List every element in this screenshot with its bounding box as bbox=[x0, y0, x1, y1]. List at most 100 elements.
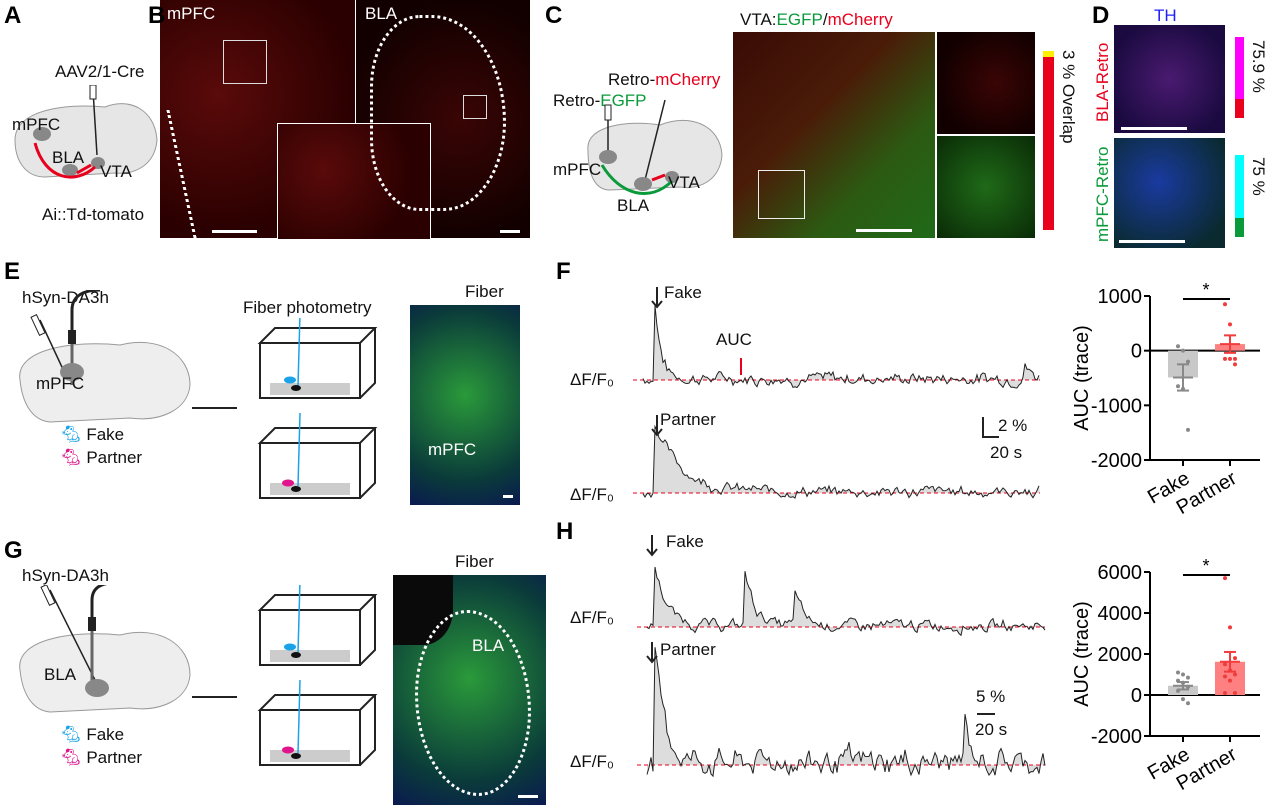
arena-diagram bbox=[257, 318, 378, 499]
region-label-vta: VTA bbox=[668, 173, 700, 192]
brain-diagram-a bbox=[14, 85, 158, 179]
data-point bbox=[1186, 675, 1190, 680]
data-point bbox=[1176, 384, 1180, 389]
y-tick-label: 4000 bbox=[1098, 603, 1143, 625]
scale-bar bbox=[1119, 240, 1185, 243]
scale-bar bbox=[503, 495, 513, 498]
data-point bbox=[1181, 672, 1185, 677]
traces-h bbox=[637, 535, 1046, 778]
y-axis-label: AUC (trace) bbox=[1071, 601, 1093, 707]
pct-bar-red bbox=[1235, 99, 1244, 118]
y-tick-label: 6000 bbox=[1098, 562, 1143, 584]
region-label-bla: BLA bbox=[44, 665, 77, 684]
ylabel-dff: ΔF/F₀ bbox=[570, 608, 614, 627]
mouse-icon-partner: 🐁︎ bbox=[60, 748, 82, 767]
auc-label: AUC bbox=[716, 330, 752, 349]
region-label-mpfc: mPFC bbox=[12, 115, 61, 134]
arrow-down-icon bbox=[646, 535, 658, 557]
ylabel-dff: ΔF/F₀ bbox=[570, 752, 614, 771]
data-point bbox=[1223, 662, 1227, 667]
region-label: BLA bbox=[365, 4, 398, 23]
data-point bbox=[1181, 697, 1185, 702]
micrograph-bla-retro bbox=[1114, 25, 1225, 133]
micrograph-mpfc-fiber bbox=[410, 305, 520, 505]
mpfc-pct: 75 % bbox=[1249, 157, 1268, 196]
partner-trace bbox=[646, 647, 1046, 778]
brain-implant-diagram bbox=[19, 585, 191, 713]
trace-label-fake: Fake bbox=[664, 283, 702, 302]
panel-label-d: D bbox=[1092, 2, 1110, 29]
data-point bbox=[1223, 576, 1227, 581]
fiber-label: Fiber bbox=[455, 552, 494, 571]
mpfc-retro-label: mPFC-Retro bbox=[1093, 146, 1112, 242]
ylabel-dff: ΔF/F₀ bbox=[570, 370, 614, 389]
data-point bbox=[1233, 672, 1237, 677]
scale-y-label: 5 % bbox=[976, 687, 1006, 706]
fiber-label: Fiber bbox=[465, 282, 504, 301]
data-point bbox=[1181, 386, 1185, 391]
y-tick-label: -2000 bbox=[1091, 450, 1142, 472]
inset-box bbox=[758, 170, 805, 219]
arrow-down-icon bbox=[651, 415, 663, 437]
panel-label-h: H bbox=[556, 518, 574, 545]
significance-label: * bbox=[1202, 280, 1209, 300]
region-label-bla: BLA bbox=[52, 148, 85, 167]
projection-arrow bbox=[33, 142, 97, 179]
legend-partner: 🐁︎ Partner bbox=[60, 748, 143, 767]
legend-partner: 🐁︎ Partner bbox=[60, 448, 143, 467]
panel-label-b: B bbox=[148, 2, 166, 29]
arrow-down-icon bbox=[646, 642, 658, 664]
pct-bar-magenta bbox=[1235, 37, 1244, 99]
data-point bbox=[1176, 670, 1180, 675]
data-point bbox=[1176, 678, 1180, 683]
overlap-bar-red bbox=[1043, 57, 1054, 230]
partner-trace-fill bbox=[647, 647, 1045, 777]
fake-trace bbox=[646, 566, 1046, 637]
region-outline bbox=[415, 610, 531, 796]
y-tick-label: 1000 bbox=[1098, 286, 1143, 308]
traces-f bbox=[633, 287, 1040, 499]
y-axis-label: AUC (trace) bbox=[1071, 325, 1093, 431]
data-point bbox=[1186, 684, 1190, 689]
data-point bbox=[1233, 356, 1237, 361]
data-point bbox=[1233, 656, 1237, 661]
data-point bbox=[1233, 690, 1237, 695]
arrow-right-icon bbox=[192, 696, 237, 698]
y-tick-label: 0 bbox=[1131, 685, 1142, 707]
scale-bar bbox=[856, 229, 912, 232]
significance-label: * bbox=[1202, 556, 1209, 576]
scale-x-label: 20 s bbox=[975, 720, 1008, 739]
region-label-mpfc: mPFC bbox=[553, 160, 602, 179]
overlap-label: 3 % Overlap bbox=[1059, 50, 1078, 144]
scale-bar bbox=[500, 230, 520, 233]
pct-bar-green bbox=[1235, 218, 1244, 237]
panel-label-c: C bbox=[545, 2, 563, 29]
y-tick-label: 0 bbox=[1131, 341, 1142, 363]
data-point bbox=[1228, 678, 1232, 683]
panel-label-f: F bbox=[556, 258, 571, 285]
data-point bbox=[1186, 701, 1190, 706]
syringe-icon bbox=[92, 89, 98, 156]
micrograph-mpfc-retro bbox=[1114, 138, 1225, 248]
image-title: VTA:EGFP/mCherry bbox=[740, 10, 893, 29]
data-point bbox=[1186, 427, 1190, 432]
inset-mcherry bbox=[937, 32, 1035, 134]
y-tick-label: -2000 bbox=[1091, 726, 1142, 748]
fake-trace bbox=[642, 305, 1040, 389]
inset-egfp bbox=[937, 136, 1035, 238]
legend-fake: 🐁︎ Fake bbox=[60, 725, 125, 744]
scale-x-label: 20 s bbox=[990, 443, 1023, 462]
data-point bbox=[1223, 302, 1227, 307]
data-point bbox=[1228, 356, 1232, 361]
image-region-label: mPFC bbox=[428, 440, 477, 459]
region-label-vta: VTA bbox=[100, 162, 132, 181]
scale-bar bbox=[212, 230, 257, 233]
scale-bar bbox=[1121, 127, 1187, 130]
brain-implant-diagram bbox=[19, 290, 191, 423]
data-point bbox=[1223, 690, 1227, 695]
sensor-label: hSyn-DA3h bbox=[22, 566, 109, 585]
panel-label-g: G bbox=[4, 537, 23, 564]
